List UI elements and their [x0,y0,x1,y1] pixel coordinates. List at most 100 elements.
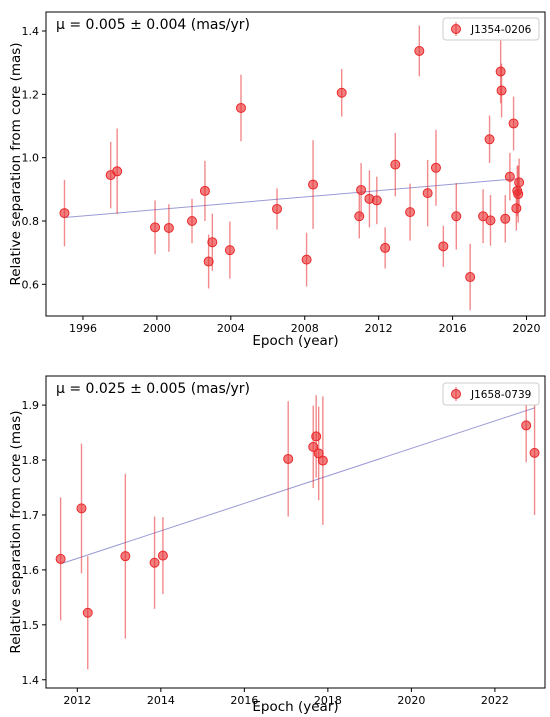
data-point [112,166,123,177]
data-point [283,453,294,464]
x-tick-label: 2000 [143,322,171,335]
data-point [308,441,319,452]
data-point [317,455,328,466]
x-axis-label: Epoch (year) [252,699,338,715]
data-point [150,222,161,233]
data-point [308,179,319,190]
x-tick-label: 2016 [230,694,258,707]
data-point [405,207,416,218]
legend-marker-icon [451,389,461,399]
data-point [511,203,522,214]
y-tick-label: 1.8 [22,454,40,467]
data-point [380,242,391,253]
legend: J1354-0206 [442,17,540,41]
data-point [422,188,433,199]
data-point [521,420,532,431]
data-point [390,159,401,170]
data-point [508,118,519,129]
data-point [311,431,322,442]
data-point [529,447,540,458]
data-point [163,222,174,233]
y-tick-label: 0.6 [22,278,40,291]
y-tick-label: 1.2 [22,88,40,101]
data-point [187,216,198,226]
y-axis-label: Relative separation from core (mas) [8,42,24,285]
data-point [235,102,246,113]
x-tick-label: 2022 [481,694,509,707]
data-point [500,213,511,224]
chart-panel-2: μ = 0.025 ± 0.005 (mas/yr) Epoch (year) … [8,375,546,715]
data-point [430,162,441,173]
data-point [301,254,312,265]
x-tick-label: 2012 [63,694,91,707]
y-tick-label: 1.7 [22,509,40,522]
legend-label: J1354-0206 [470,24,532,36]
fit-line-group [60,407,535,565]
data-point [199,185,210,196]
x-tick-label: 2020 [513,322,541,335]
data-point [465,272,476,283]
x-tick-label: 2018 [314,694,342,707]
plot-area [45,11,546,317]
legend-marker-icon [451,24,461,34]
y-axis-label: Relative separation from core (mas) [8,410,24,653]
x-axis-label: Epoch (year) [252,333,338,349]
data-point [485,215,496,226]
legend-box [442,382,540,406]
data-point [495,66,506,77]
data-point [272,203,283,214]
x-tick-label: 2016 [439,322,467,335]
y-tick-label: 1.9 [22,399,40,412]
data-point [356,184,367,195]
legend: J1658-0739 [442,382,540,406]
data-point [224,245,235,256]
data-point [82,607,93,618]
fit-line [64,178,520,219]
x-tick-label: 2012 [365,322,393,335]
data-point [514,177,525,188]
y-tick-label: 1.4 [22,25,40,38]
data-point [120,551,131,562]
x-ticks: 2012 2014 2016 2018 2020 2022 [63,688,509,707]
chart-annotation: μ = 0.025 ± 0.005 (mas/yr) [56,381,250,397]
data-point [354,211,365,222]
data-point [451,211,462,222]
x-tick-label: 2014 [147,694,175,707]
fit-line-group [64,178,520,219]
data-point [504,171,515,182]
data-point [59,208,70,219]
x-tick-label: 2020 [397,694,425,707]
chart-annotation: μ = 0.005 ± 0.004 (mas/yr) [56,17,250,33]
y-tick-label: 1.4 [22,674,40,687]
data-point [496,85,507,96]
x-tick-label: 2008 [291,322,319,335]
data-point [438,241,449,252]
y-tick-label: 1.6 [22,564,40,577]
legend-box [442,17,540,41]
y-tick-label: 1.5 [22,619,40,632]
data-point [203,256,214,267]
data-point [371,195,382,206]
data-point [157,550,168,561]
data-point [513,189,524,200]
chart-panel-1: μ = 0.005 ± 0.004 (mas/yr) Epoch (year) … [8,11,546,349]
data-point [76,503,87,514]
data-point [484,134,495,145]
y-tick-label: 1.0 [22,152,40,165]
data-point [414,45,425,56]
legend-label: J1658-0739 [470,389,531,401]
data-points [55,388,540,670]
data-point [55,553,66,564]
data-point [478,211,489,222]
plot-area [45,375,546,689]
data-point [336,87,347,98]
fit-line [60,407,535,565]
data-points [59,25,525,311]
x-ticks: 1996 2000 2004 2008 2012 2016 2020 [69,316,541,335]
data-point [149,557,160,568]
y-tick-label: 0.8 [22,215,40,228]
x-tick-label: 1996 [69,322,97,335]
x-tick-label: 2004 [217,322,245,335]
data-point [207,237,218,248]
